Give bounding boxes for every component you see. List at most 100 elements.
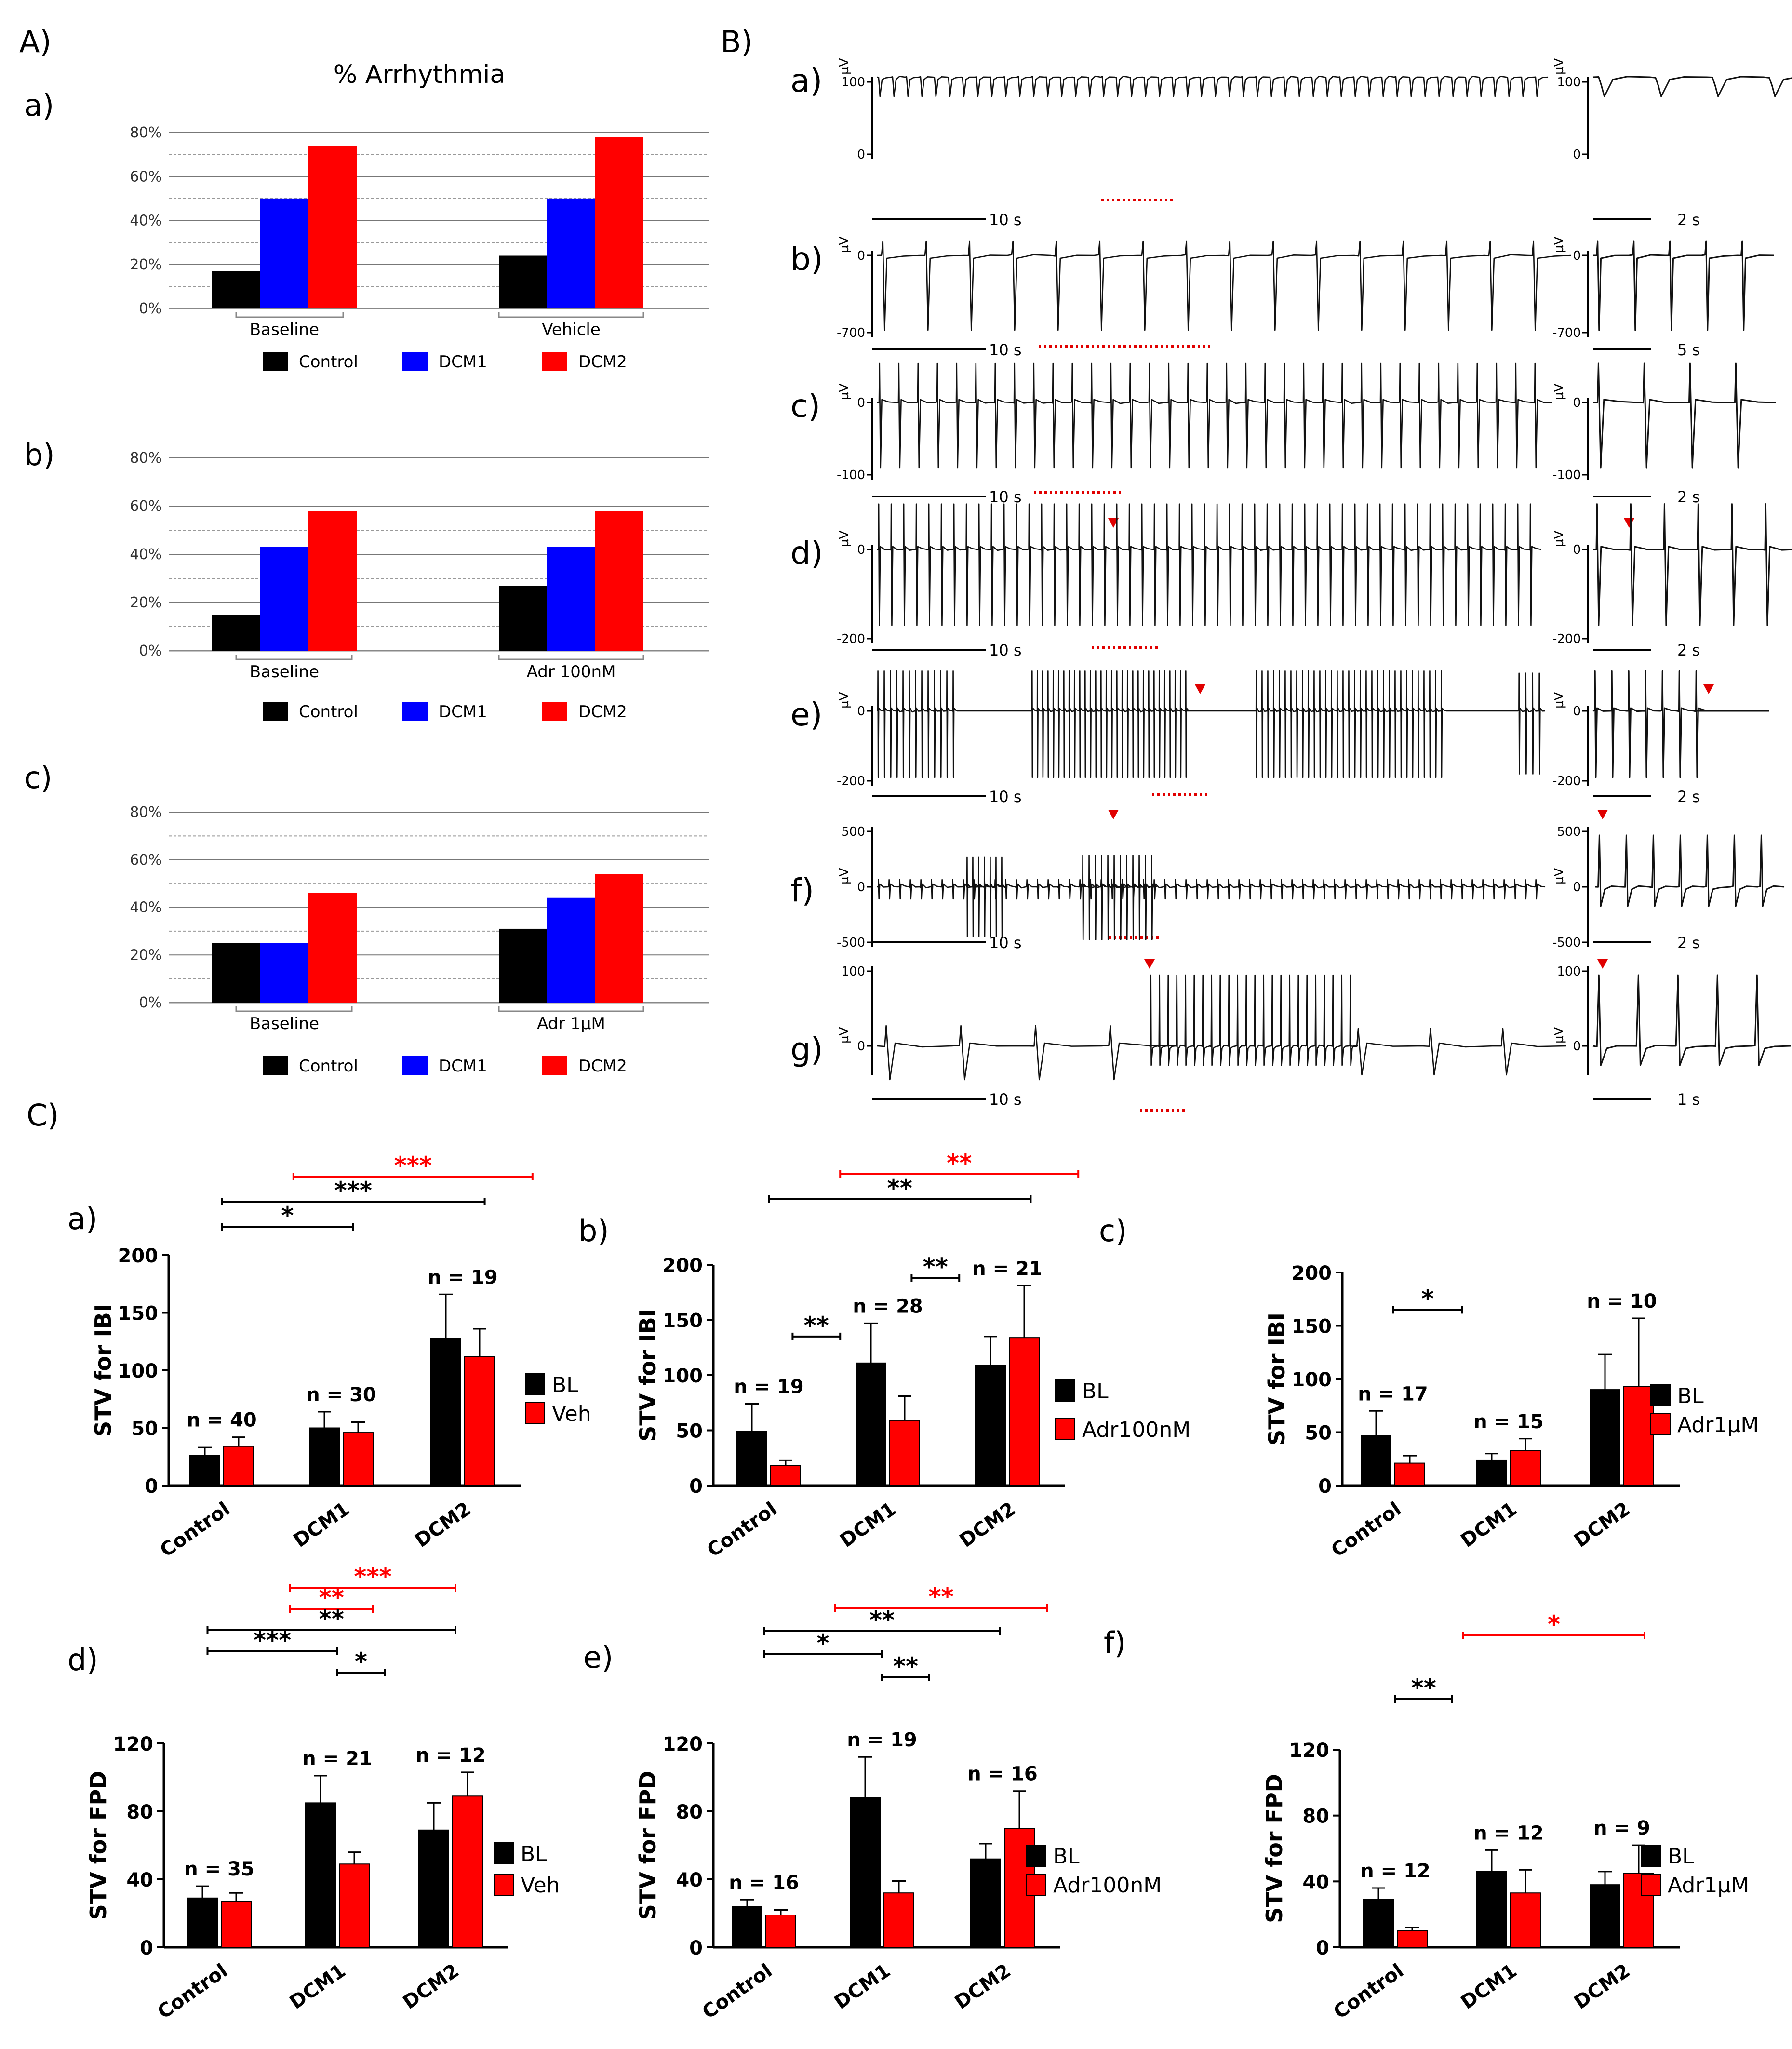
category-label: DCM1: [836, 1498, 900, 1552]
arrhythmia-marker: [1108, 810, 1119, 819]
y-axis-label: STV for FPD: [85, 1771, 111, 1920]
legend-label: DCM1: [439, 1057, 487, 1076]
n-label: n = 10: [1587, 1290, 1657, 1312]
bar-bl-0: [187, 1897, 218, 1948]
y-tick-label: 80%: [130, 450, 162, 467]
bar-veh-2: [452, 1795, 483, 1948]
legend-swatch-dcm2: [542, 702, 567, 721]
category-bracket: [235, 1006, 353, 1012]
scale-bar-label: 2 s: [1677, 488, 1700, 506]
category-label: DCM1: [1457, 1498, 1521, 1552]
bar-dcm1-0: [260, 943, 308, 1003]
significance-bracket: [289, 1605, 374, 1613]
panel-label-C: C): [27, 1098, 59, 1133]
y-tick-label: 60%: [130, 852, 162, 869]
bar-adr100nm-1: [889, 1420, 920, 1486]
trace-row-g: g) 100 100 0 0 µV µV 10 s 1 s: [790, 959, 1791, 1112]
tick-label: -700: [837, 326, 865, 340]
legend-swatch-veh: [525, 1402, 545, 1424]
bar-dcm2-0: [308, 893, 357, 1003]
legend-swatch-dcm1: [402, 702, 428, 721]
tick-label: 0: [857, 704, 865, 719]
arrhythmia-chart-Ab: b) 0% 20% 40% 60% 80% Baseline Adr 100nM Control…: [24, 437, 709, 722]
ecg-trace: [877, 503, 1542, 626]
bar-adr1μm-1: [1510, 1450, 1541, 1487]
significance-bracket: [791, 1332, 842, 1340]
tick-label: 0: [1573, 880, 1581, 895]
significance-bracket: [292, 1173, 534, 1180]
subpanel-label: c): [1099, 1213, 1127, 1248]
bar-control-1: [499, 928, 547, 1003]
significance-bracket: [1392, 1306, 1463, 1314]
tick-label: -200: [837, 774, 865, 789]
bar-dcm2-1: [595, 874, 643, 1003]
tick-label: -100: [1552, 468, 1581, 482]
category-label: DCM2: [951, 1960, 1015, 2014]
y-tick-label: 80: [676, 1801, 703, 1823]
legend-label: Veh: [521, 1873, 560, 1898]
panel-c-stv-charts: a) 0 50 100 150 200 STV for IBI n = 40 Control n …: [67, 1149, 1759, 2023]
legend-label: DCM1: [439, 702, 487, 722]
legend-label: BL: [521, 1842, 547, 1866]
stv-chart-Cb: b) 0 50 100 150 200 STV for IBI n = 19 Control n …: [578, 1149, 1190, 1562]
panel-label-A: A): [19, 24, 52, 59]
significance-stars: **: [893, 1652, 918, 1680]
bar-adr100nm-0: [770, 1465, 801, 1487]
bar-bl-0: [732, 1906, 762, 1948]
legend-label: Control: [299, 352, 358, 372]
scale-bar-label: 10 s: [989, 211, 1022, 229]
bar-control-1: [499, 586, 547, 651]
category-label: DCM2: [1570, 1498, 1634, 1552]
legend-label: BL: [1677, 1384, 1704, 1408]
y-tick-label: 0: [1318, 1475, 1332, 1498]
significance-stars: ***: [354, 1563, 391, 1591]
significance-bracket: [768, 1195, 1032, 1203]
significance-bracket: [206, 1626, 456, 1634]
ecg-trace: [877, 240, 1572, 331]
bar-control-0: [212, 615, 260, 651]
significance-stars: **: [928, 1583, 953, 1611]
y-tick-label: 40%: [130, 546, 162, 563]
unit-label: µV: [837, 236, 852, 253]
tick-label: 100: [841, 75, 865, 90]
tick-label: -200: [837, 632, 865, 646]
bar-veh-1: [343, 1432, 374, 1487]
y-tick-label: 60%: [130, 498, 162, 515]
significance-bracket: [763, 1650, 883, 1658]
y-tick-label: 40: [1302, 1871, 1329, 1893]
y-tick-label: 20%: [130, 256, 162, 273]
panel-label-B: B): [721, 24, 753, 59]
legend-swatch-adr1μm: [1650, 1413, 1671, 1435]
arrhythmia-chart-Ac: c) 0% 20% 40% 60% 80% Baseline Adr 1μM Control DC…: [24, 760, 709, 1076]
trace-label: b): [790, 241, 823, 278]
bar-adr1μm-0: [1397, 1930, 1428, 1948]
y-axis-label: STV for IBI: [90, 1304, 116, 1437]
tick-label: 500: [841, 825, 865, 839]
y-axis-label: STV for IBI: [1264, 1312, 1290, 1446]
bar-bl-1: [305, 1802, 336, 1948]
legend-label: Control: [299, 1057, 358, 1076]
significance-bracket: [206, 1647, 338, 1655]
subpanel-label: e): [583, 1640, 613, 1675]
category-label: DCM2: [956, 1498, 1020, 1552]
category-label: Baseline: [250, 1014, 319, 1033]
y-tick-label: 0: [689, 1937, 703, 1959]
unit-label: µV: [837, 530, 852, 547]
legend-swatch-control: [263, 352, 288, 371]
y-tick-label: 120: [1289, 1740, 1330, 1762]
ecg-trace: [877, 362, 1552, 469]
tick-label: 0: [857, 249, 865, 263]
significance-stars: *: [1421, 1285, 1434, 1312]
ecg-trace-zoom: [1592, 362, 1777, 469]
tick-label: 0: [1573, 1039, 1581, 1054]
category-label: Adr 1μM: [537, 1014, 605, 1033]
category-label: DCM2: [399, 1960, 463, 2014]
category-label: Control: [703, 1498, 781, 1562]
ecg-trace-zoom: [1592, 76, 1792, 97]
y-tick-label: 150: [663, 1310, 703, 1332]
n-label: n = 21: [302, 1748, 373, 1770]
significance-stars: **: [804, 1312, 829, 1339]
stv-chart-Ca: a) 0 50 100 150 200 STV for IBI n = 40 Control n …: [67, 1152, 591, 1562]
significance-stars: *: [1548, 1610, 1560, 1638]
